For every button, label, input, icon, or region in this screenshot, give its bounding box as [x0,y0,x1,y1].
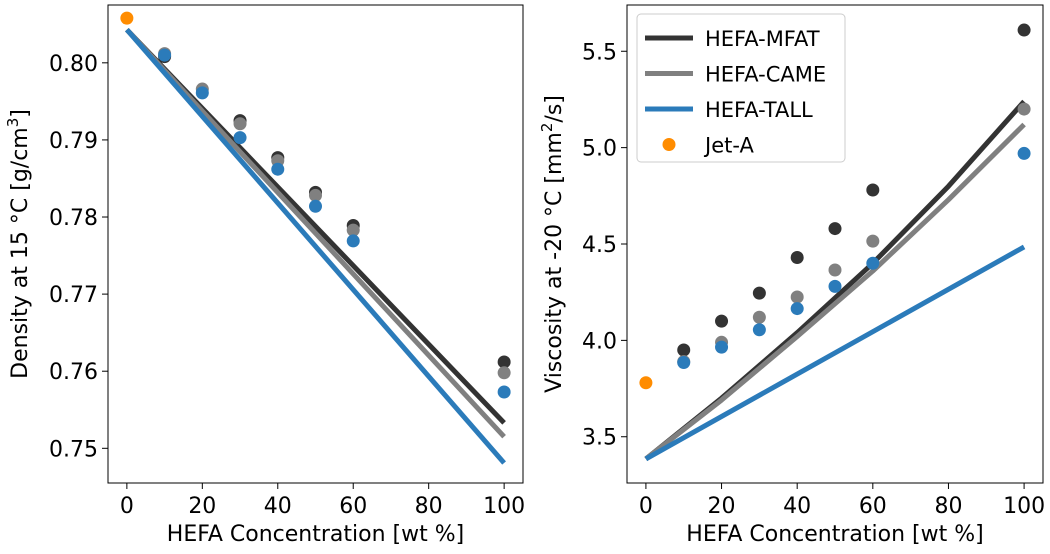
viscosity-point-hefa-tall [828,279,842,293]
viscosity-y-tick-label: 5.0 [582,137,617,162]
density-y-axis-label: Density at 15 °C [g/cm3] [4,109,33,379]
viscosity-point-hefa-mfat [1017,23,1031,37]
viscosity-point-hefa-mfat [790,250,804,264]
viscosity-point-hefa-tall [866,256,880,270]
density-point-hefa-came [497,366,511,380]
density-point-hefa-tall [233,131,247,145]
viscosity-y-tick-label: 3.5 [582,426,617,451]
density-point-hefa-tall [271,162,285,176]
viscosity-point-hefa-came [790,290,804,304]
density-x-tick-label: 100 [483,494,525,519]
density-x-tick-label: 40 [264,494,292,519]
density-point-hefa-tall [158,48,172,62]
density-x-tick-label: 60 [339,494,367,519]
density-y-tick-label: 0.79 [49,129,98,154]
viscosity-point-hefa-came [752,310,766,324]
density-y-tick-label: 0.75 [49,437,98,462]
viscosity-point-jet-a [639,376,653,390]
viscosity-line-hefa-came [644,122,1026,461]
density-point-hefa-came [346,223,360,237]
viscosity-y-tick-label: 5.5 [582,40,617,65]
viscosity-legend: HEFA-MFAT HEFA-CAME HEFA-TALL Jet-A [636,13,846,163]
density-line-hefa-tall [125,28,506,465]
density-y-tick-label: 0.76 [49,360,98,385]
viscosity-y-tick-label: 4.5 [582,233,617,258]
density-x-tick-label: 80 [415,494,443,519]
viscosity-y-tick-label: 4.0 [582,329,617,354]
density-x-tick-label: 0 [120,494,134,519]
density-point-hefa-tall [195,86,209,100]
viscosity-x-tick-label: 60 [859,494,887,519]
viscosity-panel: 0 20 40 60 80 100 3.5 4.0 4.5 5.0 5.5 HEFA Concentr… [538,4,1045,547]
viscosity-point-hefa-mfat [752,286,766,300]
viscosity-y-axis-label: Viscosity at -20 °C [mm2/s] [538,95,567,393]
viscosity-x-tick-label: 20 [708,494,736,519]
legend-label-jet-a: Jet-A [703,134,754,158]
density-y-tick-label: 0.80 [49,52,98,77]
viscosity-point-hefa-mfat [677,343,691,357]
viscosity-point-hefa-tall [752,323,766,337]
legend-swatch-jet-a [662,138,676,151]
viscosity-x-tick-label: 80 [934,494,962,519]
viscosity-x-axis-label: HEFA Concentration [wt %] [686,522,983,547]
viscosity-x-tick-label: 40 [783,494,811,519]
viscosity-x-tick-label: 100 [1003,494,1045,519]
viscosity-point-hefa-came [866,234,880,248]
legend-label-hefa-mfat: HEFA-MFAT [705,27,820,51]
viscosity-point-hefa-came [828,263,842,277]
viscosity-point-hefa-tall [790,302,804,316]
viscosity-x-tick-label: 0 [639,494,653,519]
legend-label-hefa-came: HEFA-CAME [705,63,826,87]
density-x-tick-label: 20 [188,494,216,519]
density-panel: 0 20 40 60 80 100 0.75 0.76 0.77 0.78 0.79 0.80 HEFA… [4,4,525,547]
density-point-hefa-mfat [497,355,511,369]
viscosity-point-hefa-mfat [715,314,729,328]
density-point-hefa-tall [309,199,322,213]
density-point-hefa-came [233,117,247,131]
viscosity-line-hefa-tall [644,244,1026,462]
density-line-hefa-came [125,28,506,439]
viscosity-point-hefa-tall [677,356,691,370]
density-y-tick-label: 0.78 [49,206,98,231]
density-point-hefa-came [309,188,322,202]
legend-label-hefa-tall: HEFA-TALL [705,98,813,122]
density-point-jet-a [120,11,134,25]
viscosity-point-hefa-mfat [828,222,842,236]
density-plot-frame [107,4,524,484]
viscosity-point-hefa-tall [1017,146,1031,160]
viscosity-point-hefa-came [1017,102,1031,116]
density-point-hefa-tall [497,385,511,399]
density-point-hefa-tall [346,234,360,248]
legend-frame [636,13,846,163]
density-x-axis-label: HEFA Concentration [wt %] [167,522,464,547]
viscosity-point-hefa-mfat [866,183,880,197]
density-y-tick-label: 0.77 [49,283,98,308]
viscosity-point-hefa-tall [715,340,729,354]
